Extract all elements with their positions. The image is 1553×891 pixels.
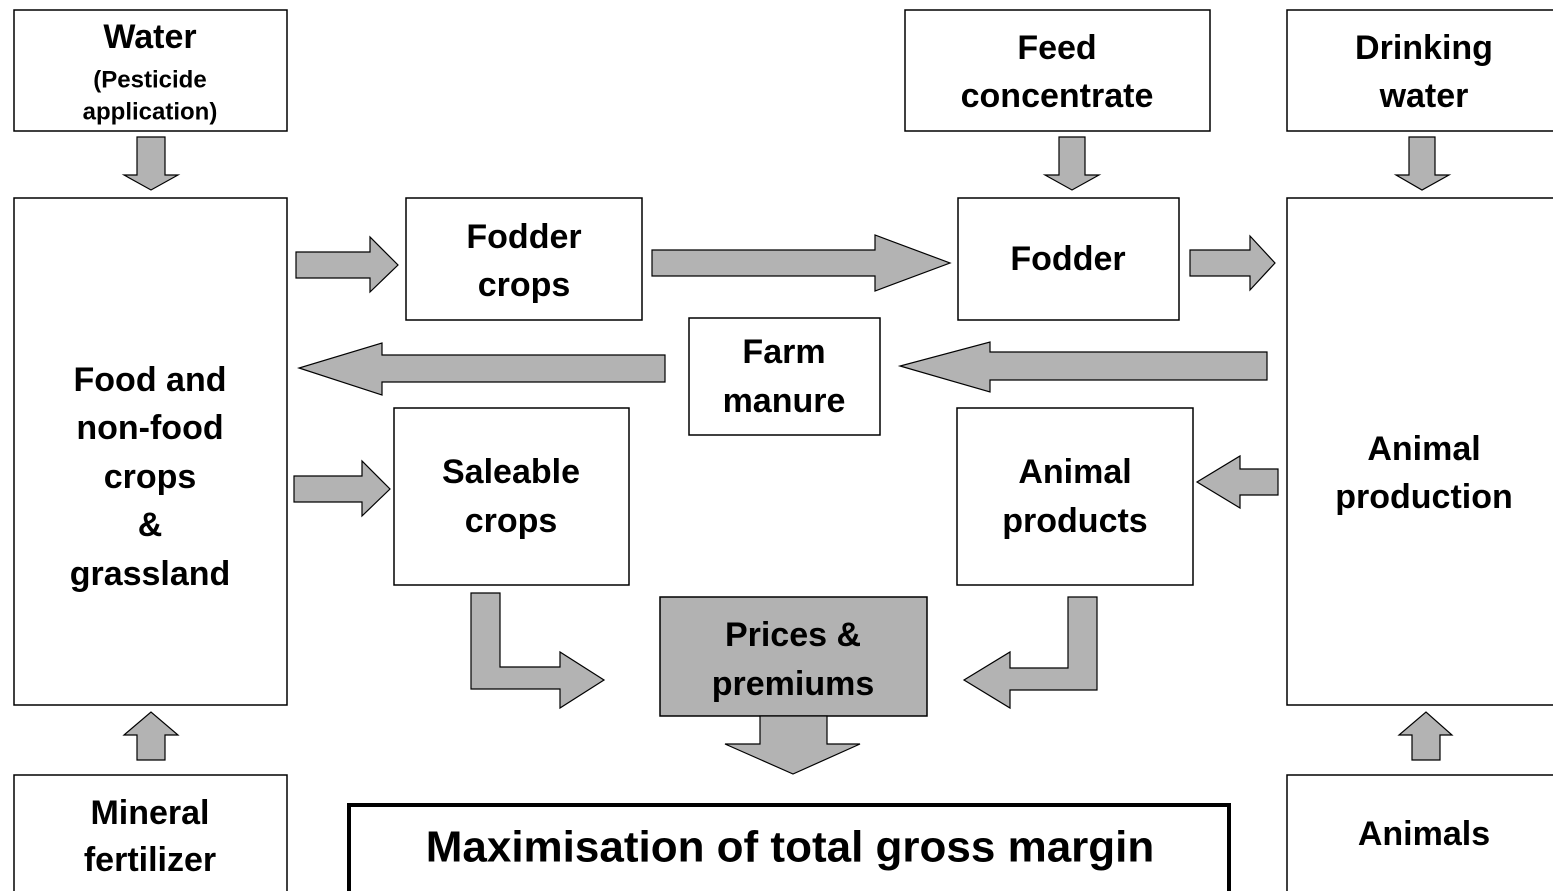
- node-label: concentrate: [961, 77, 1154, 115]
- mineral-fertilizer-box: [13, 774, 288, 891]
- arrow: [1189, 234, 1276, 292]
- node-label: Farm: [742, 333, 825, 371]
- node-label: Animal: [1367, 430, 1480, 468]
- node-label: Saleable: [442, 453, 580, 491]
- animal-production-box: [1286, 197, 1553, 706]
- node-label: Animal: [1018, 453, 1131, 491]
- node-label: Drinking: [1355, 29, 1493, 67]
- node-label: Feed: [1017, 29, 1096, 67]
- node-label: &: [138, 506, 163, 544]
- farm-manure-box: [688, 317, 881, 436]
- arrow: [1397, 711, 1454, 761]
- node-label: application): [83, 98, 218, 125]
- node-label: (Pesticide: [93, 66, 206, 93]
- arrow: [122, 711, 180, 761]
- node-label: Maximisation of total gross margin: [426, 823, 1155, 872]
- saleable-crops-box: [393, 407, 630, 586]
- fodder-crops-box: [405, 197, 643, 321]
- prices-box: [659, 596, 928, 717]
- node-label: Fodder: [466, 218, 581, 256]
- arrow: [897, 341, 1268, 393]
- fodder-box: [957, 197, 1180, 321]
- arrow: [1195, 454, 1279, 510]
- node-label: crops: [104, 458, 197, 496]
- node-label: premiums: [712, 665, 875, 703]
- drinking-water-box: [1286, 9, 1553, 132]
- arrow: [724, 715, 861, 775]
- node-label: Food and: [74, 361, 227, 399]
- arrow: [1042, 136, 1102, 191]
- node-label: manure: [723, 382, 846, 420]
- node-label: non-food: [76, 409, 223, 447]
- arrow: [296, 342, 666, 396]
- node-label: water: [1379, 77, 1469, 115]
- water-box: [13, 9, 288, 132]
- node-label: products: [1002, 502, 1147, 540]
- feed-concentrate-box: [904, 9, 1211, 132]
- node-label: Mineral: [90, 794, 209, 832]
- node-label: production: [1335, 478, 1513, 516]
- arrow: [1393, 136, 1452, 191]
- arrow: [121, 136, 181, 191]
- node-label: Prices &: [725, 616, 861, 654]
- node-label: crops: [478, 266, 571, 304]
- crops-box: [13, 197, 288, 706]
- arrow: [295, 235, 399, 294]
- arrow: [293, 459, 391, 518]
- animal-products-box: [956, 407, 1194, 586]
- node-label: Water: [103, 18, 196, 56]
- node-label: Animals: [1358, 815, 1490, 853]
- arrow: [962, 596, 1098, 710]
- maximisation-box: [347, 803, 1231, 891]
- node-label: crops: [465, 502, 558, 540]
- node-label: fertilizer: [84, 841, 216, 879]
- arrow: [651, 234, 952, 292]
- node-label: Fodder: [1010, 240, 1125, 278]
- animals-box: [1286, 774, 1553, 891]
- node-label: grassland: [70, 555, 231, 593]
- arrow: [470, 592, 606, 710]
